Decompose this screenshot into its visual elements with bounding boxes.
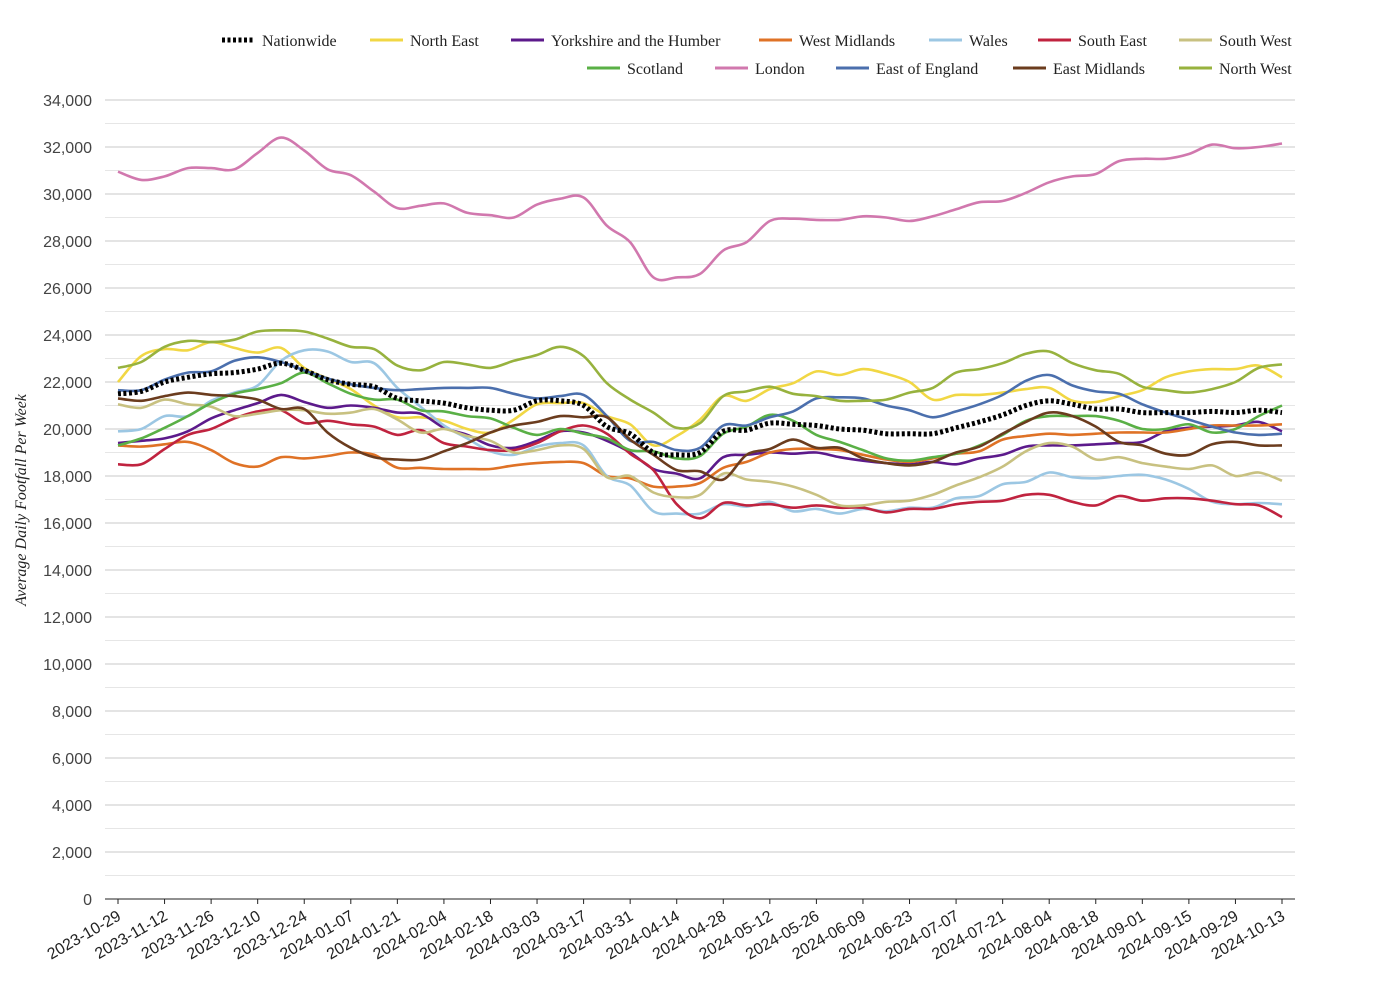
- y-tick-label: 14,000: [43, 563, 92, 580]
- series-line-south-west: [117, 398, 1283, 508]
- legend-label-nationwide: Nationwide: [262, 33, 337, 50]
- legend-label-scotland: Scotland: [627, 61, 683, 78]
- y-tick-label: 20,000: [43, 422, 92, 439]
- y-tick-label: 18,000: [43, 469, 92, 486]
- y-tick-label: 28,000: [43, 234, 92, 251]
- legend-label-east-midlands: East Midlands: [1053, 61, 1145, 78]
- legend-label-south-west: South West: [1219, 33, 1292, 50]
- axes: 0 2,000 4,000 6,000 8,000 10,000 12,000 14,000 1…: [43, 93, 1295, 963]
- y-tick-label: 16,000: [43, 516, 92, 533]
- series-line-west-midlands: [117, 423, 1283, 489]
- legend-label-east-of-england: East of England: [876, 61, 978, 78]
- series-line-yorkshire-and-the-humber: [117, 393, 1283, 481]
- y-tick-label: 22,000: [43, 375, 92, 392]
- y-tick-label: 8,000: [52, 704, 92, 721]
- y-tick-label: 2,000: [52, 845, 92, 862]
- y-tick-label: 26,000: [43, 281, 92, 298]
- legend-label-north-west: North West: [1219, 61, 1292, 78]
- y-tick-label: 6,000: [52, 751, 92, 768]
- series-line-north-west: [117, 328, 1283, 430]
- legend-label-yorkshire-and-the-humber: Yorkshire and the Humber: [551, 33, 721, 50]
- legend-label-wales: Wales: [969, 33, 1008, 50]
- y-tick-label: 32,000: [43, 140, 92, 157]
- y-tick-label: 10,000: [43, 657, 92, 674]
- series-line-wales: [117, 348, 1283, 516]
- legend-label-north-east: North East: [410, 33, 479, 50]
- y-axis-label: Average Daily Footfall Per Week: [13, 393, 30, 607]
- legend-label-south-east: South East: [1078, 33, 1147, 50]
- series-line-east-midlands: [117, 391, 1283, 482]
- y-tick-label: 34,000: [43, 93, 92, 110]
- series-line-nationwide: [117, 360, 1283, 458]
- series-line-london: [117, 136, 1283, 282]
- y-tick-label: 12,000: [43, 610, 92, 627]
- grid-lines: [105, 99, 1295, 900]
- y-tick-label: 30,000: [43, 187, 92, 204]
- series-line-south-east: [117, 408, 1283, 520]
- legend-label-london: London: [755, 61, 805, 78]
- y-tick-label: 4,000: [52, 798, 92, 815]
- y-tick-label: 24,000: [43, 328, 92, 345]
- legend-label-west-midlands: West Midlands: [799, 33, 895, 50]
- series-line-north-east: [117, 340, 1283, 448]
- series-lines: [117, 136, 1283, 520]
- y-tick-label: 0: [83, 892, 92, 909]
- legend: Nationwide North East Yorkshire and the Hu…: [222, 33, 1292, 78]
